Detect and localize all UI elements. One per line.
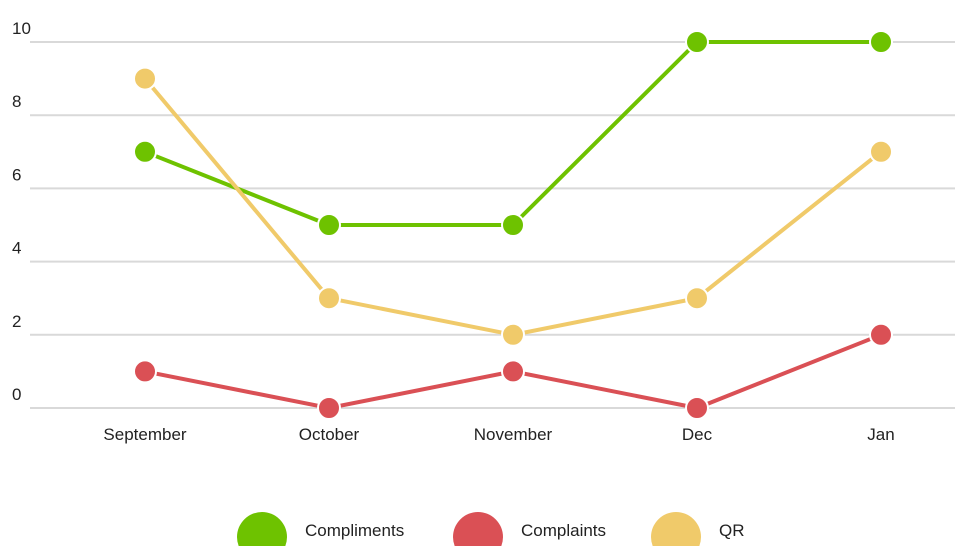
x-tick-label: Dec [682,425,713,444]
legend-label: QR [719,521,745,540]
y-tick-label: 4 [12,239,21,258]
data-point [869,322,893,347]
data-point [869,139,893,164]
data-point [501,359,525,384]
data-point [501,322,525,347]
legend-label: Complaints [521,521,606,540]
x-tick-label: October [299,425,360,444]
y-tick-label: 0 [12,385,21,404]
data-point [133,139,157,164]
data-point [869,30,893,54]
data-point [501,213,525,237]
data-point [685,30,709,54]
x-tick-label: September [103,425,186,444]
legend-swatch [453,512,503,546]
y-tick-label: 8 [12,92,21,111]
series-line [143,77,883,337]
data-point [133,359,157,384]
x-tick-label: Jan [867,425,894,444]
legend-swatch [651,512,701,546]
legend-swatch [237,512,287,546]
data-point [685,286,709,311]
y-tick-label: 2 [12,312,21,331]
legend-label: Compliments [305,521,404,540]
data-point [317,213,341,237]
y-tick-label: 10 [12,19,31,38]
series-line [144,40,881,227]
data-point [133,66,157,91]
y-tick-label: 6 [12,165,21,184]
x-tick-label: November [474,425,553,444]
data-point [685,396,709,420]
data-point [317,286,341,311]
data-point [317,396,341,420]
